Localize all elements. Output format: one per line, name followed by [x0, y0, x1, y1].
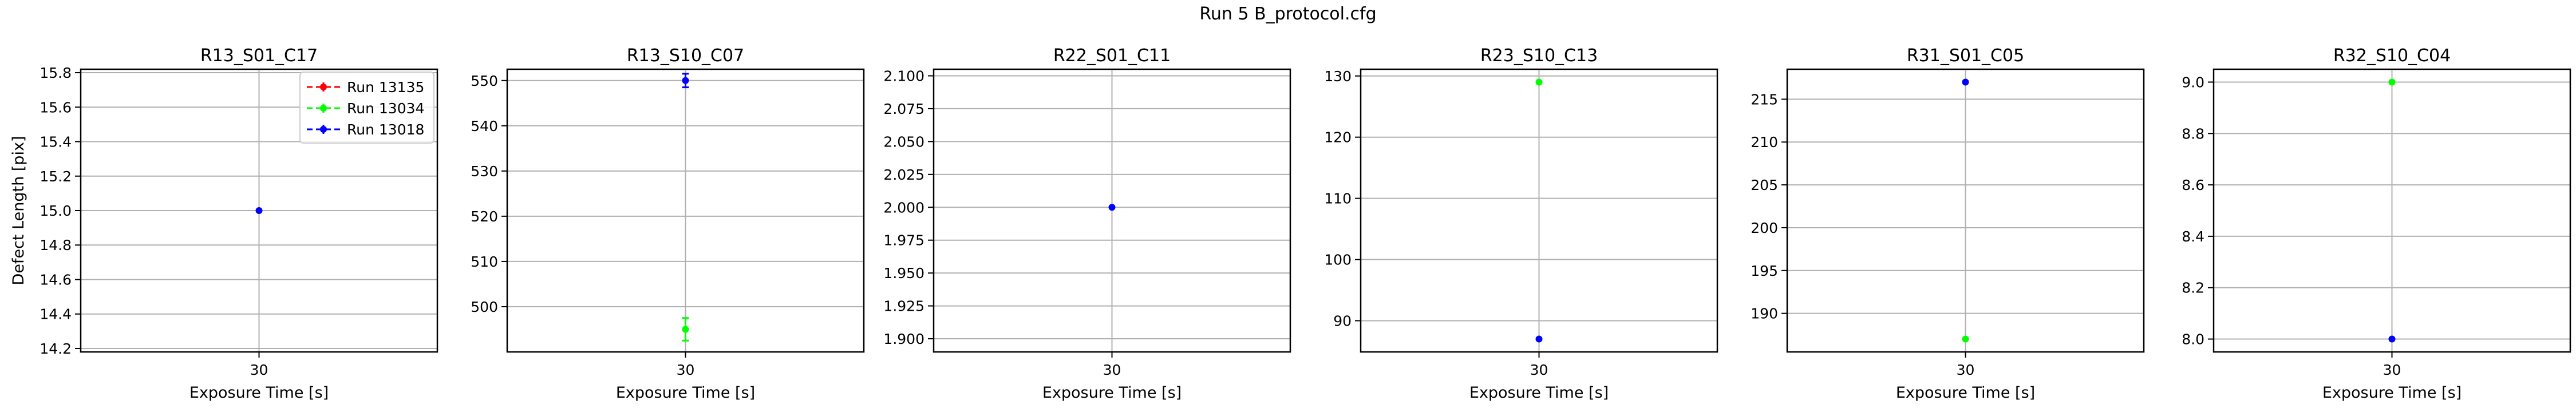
x-tick-label: 30 [1957, 362, 1975, 378]
data-point [1535, 78, 1543, 86]
x-tick-label: 30 [2383, 362, 2401, 378]
subplot-title: R31_S01_C05 [1907, 46, 2024, 66]
x-axis-label: Exposure Time [s] [1042, 384, 1182, 402]
subplot-title: R32_S10_C04 [2333, 46, 2451, 66]
y-tick-label: 205 [1751, 177, 1778, 193]
data-point [1962, 335, 1969, 343]
axes-frame [506, 68, 865, 353]
subplot-6: R32_S10_C04 8.0 8.2 8.4 8.6 8.8 9.0 30 Exposure … [2182, 46, 2571, 402]
subplot-1: R13_S01_C17 14.2 14.4 14.6 14.8 15.0 15.2 15.4 1… [10, 46, 438, 402]
legend-item: Run 13018 [307, 121, 424, 138]
axes-frame [1786, 68, 2145, 353]
y-tick-label: 1.975 [883, 232, 924, 249]
y-tick-label: 9.0 [2182, 74, 2204, 90]
y-tick-label: 2.050 [883, 133, 924, 150]
data-point [255, 207, 263, 214]
y-tick-label: 1.900 [883, 331, 924, 347]
y-tick-label: 15.8 [39, 65, 72, 81]
y-tick-label: 130 [1324, 68, 1352, 85]
legend-label: Run 13135 [347, 79, 424, 96]
data-point [2388, 335, 2396, 343]
y-tick-label: 210 [1751, 134, 1778, 150]
y-tick-label: 1.925 [883, 298, 924, 315]
y-tick-label: 15.6 [39, 99, 72, 116]
subplot-3: R22_S01_C11 1.900 1.925 1.950 1.975 2.000 2.02… [883, 46, 1291, 402]
y-tick-label: 520 [471, 208, 498, 225]
subplot-5: R31_S01_C05 190 195 200 205 210 215 30 Exposure … [1751, 46, 2145, 402]
y-tick-label: 90 [1333, 312, 1352, 329]
subplot-4: R23_S10_C13 90 100 110 120 130 30 Exposure Time… [1324, 46, 1718, 402]
legend-marker [320, 84, 327, 90]
y-tick-label: 550 [471, 73, 498, 89]
y-tick-label: 14.4 [39, 306, 72, 323]
legend-label: Run 13034 [347, 100, 424, 117]
subplot-title: R13_S10_C07 [627, 46, 744, 66]
x-tick-label: 30 [1103, 362, 1121, 378]
y-tick-label: 2.100 [883, 68, 924, 84]
axes-frame [80, 68, 438, 353]
axes-frame [2212, 68, 2571, 353]
axes-frame [933, 68, 1291, 353]
y-tick-label: 8.8 [2182, 125, 2204, 142]
subplot-2: R13_S10_C07 500 510 520 530 540 550 30 Exposure … [471, 46, 865, 402]
y-tick-label: 510 [471, 253, 498, 270]
y-tick-label: 8.4 [2182, 228, 2204, 245]
y-tick-label: 14.8 [39, 237, 72, 253]
y-tick-label: 190 [1751, 306, 1778, 322]
y-tick-label: 2.075 [883, 101, 924, 117]
y-tick-label: 15.4 [39, 134, 72, 150]
y-tick-label: 8.6 [2182, 177, 2204, 193]
axes-frame [1360, 68, 1718, 353]
y-tick-label: 15.0 [39, 203, 72, 219]
x-tick-label: 30 [677, 362, 695, 378]
legend-box [299, 72, 434, 144]
y-tick-label: 120 [1324, 129, 1352, 146]
legend-marker [320, 105, 327, 112]
x-axis-label: Exposure Time [s] [2322, 384, 2462, 402]
data-point [682, 326, 689, 333]
y-tick-label: 14.6 [39, 271, 72, 288]
y-tick-label: 100 [1324, 252, 1352, 268]
legend-marker [320, 126, 327, 133]
y-tick-label: 110 [1324, 191, 1352, 207]
y-tick-label: 2.000 [883, 199, 924, 216]
y-tick-label: 1.950 [883, 265, 924, 282]
x-tick-label: 30 [1530, 362, 1548, 378]
legend-item: Run 13034 [307, 100, 424, 117]
subplot-title: R23_S10_C13 [1480, 46, 1598, 66]
y-tick-label: 15.2 [39, 168, 72, 185]
y-tick-label: 8.2 [2182, 280, 2204, 296]
legend-label: Run 13018 [347, 121, 424, 138]
data-point [1108, 204, 1116, 211]
y-tick-label: 2.025 [883, 167, 924, 183]
data-point [2388, 78, 2396, 86]
y-tick-label: 215 [1751, 91, 1778, 108]
subplot-title: R13_S01_C17 [200, 46, 318, 66]
legend-item: Run 13135 [307, 79, 424, 96]
x-axis-label: Exposure Time [s] [616, 384, 755, 402]
y-tick-label: 530 [471, 163, 498, 180]
y-tick-label: 8.0 [2182, 331, 2204, 348]
y-tick-label: 14.2 [39, 340, 72, 357]
data-point [1962, 78, 1969, 86]
y-tick-label: 500 [471, 299, 498, 315]
y-tick-label: 200 [1751, 220, 1778, 236]
figure-title: Run 5 B_protocol.cfg [1199, 4, 1376, 24]
x-axis-label: Exposure Time [s] [1896, 384, 2035, 402]
y-tick-label: 195 [1751, 263, 1778, 279]
x-tick-label: 30 [250, 362, 268, 378]
y-tick-label: 540 [471, 118, 498, 134]
data-point [1535, 335, 1543, 343]
x-axis-label: Exposure Time [s] [189, 384, 329, 402]
y-axis-label: Defect Length [pix] [10, 136, 27, 286]
x-axis-label: Exposure Time [s] [1469, 384, 1609, 402]
subplot-title: R22_S01_C11 [1053, 46, 1171, 66]
legend: Run 13135 Run 13034 Run 13018 [299, 72, 434, 144]
data-point [682, 77, 689, 84]
